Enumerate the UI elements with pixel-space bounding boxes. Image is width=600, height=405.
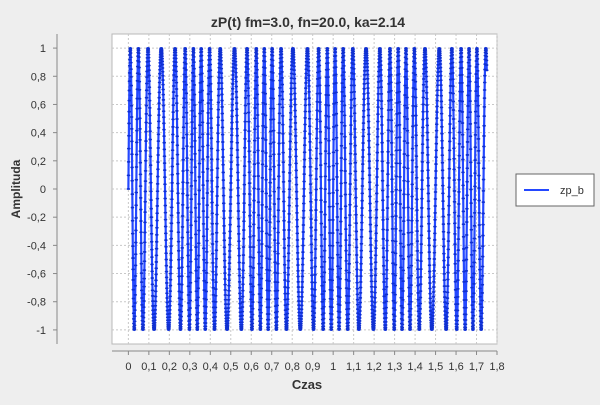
- x-tick-label: 0,5: [223, 361, 238, 373]
- x-tick-label: 1,2: [366, 361, 381, 373]
- x-tick-label: 0,3: [182, 361, 197, 373]
- series-markers-zp_b: [126, 47, 489, 331]
- x-tick-label: 0,4: [203, 361, 218, 373]
- y-tick-label: 1: [40, 43, 46, 55]
- y-ticks: 1 0,8 0,6 0,4 0,2 0 -0,2 -0,4 -0,6 -0,8 -1: [27, 43, 57, 337]
- x-tick-label: 0,2: [162, 361, 177, 373]
- x-tick-label: 1,6: [448, 361, 463, 373]
- x-tick-label: 0,8: [285, 361, 300, 373]
- x-tick-label: 1,4: [407, 361, 422, 373]
- series-point-markers: [126, 47, 489, 331]
- y-axis-label: Amplituda: [9, 159, 23, 218]
- x-tick-label: 1,8: [489, 361, 504, 373]
- chart-title: zP(t) fm=3.0, fn=20.0, ka=2.14: [211, 14, 405, 30]
- y-tick-label: -0,4: [27, 240, 46, 252]
- x-tick-label: 0,9: [305, 361, 320, 373]
- x-tick-label: 0: [125, 361, 131, 373]
- y-tick-label: 0,4: [31, 128, 46, 140]
- x-tick-label: 0,6: [244, 361, 259, 373]
- y-tick-label: -0,6: [27, 269, 46, 281]
- y-tick-label: -0,8: [27, 297, 46, 309]
- x-ticks: 0 0,1 0,2 0,3 0,4 0,5 0,6 0,7 0,8 0,9 1 1,1 1,2 1,3 1,…: [125, 351, 505, 373]
- legend-label: zp_b: [560, 185, 584, 197]
- y-tick-label: 0,2: [31, 156, 46, 168]
- y-tick-label: 0: [40, 184, 46, 196]
- x-tick-label: 0,1: [141, 361, 156, 373]
- legend: zp_b: [515, 173, 595, 207]
- y-tick-label: -0,2: [27, 212, 46, 224]
- x-tick-label: 0,7: [264, 361, 279, 373]
- x-tick-label: 1: [330, 361, 336, 373]
- series-layer: [126, 46, 489, 332]
- x-tick-label: 1,7: [469, 361, 484, 373]
- x-axis-label: Czas: [292, 377, 322, 392]
- y-tick-label: 0,6: [31, 99, 46, 111]
- x-tick-label: 1,5: [428, 361, 443, 373]
- x-tick-label: 1,1: [346, 361, 361, 373]
- y-tick-label: 0,8: [31, 71, 46, 83]
- x-tick-label: 1,3: [387, 361, 402, 373]
- y-tick-label: -1: [36, 325, 46, 337]
